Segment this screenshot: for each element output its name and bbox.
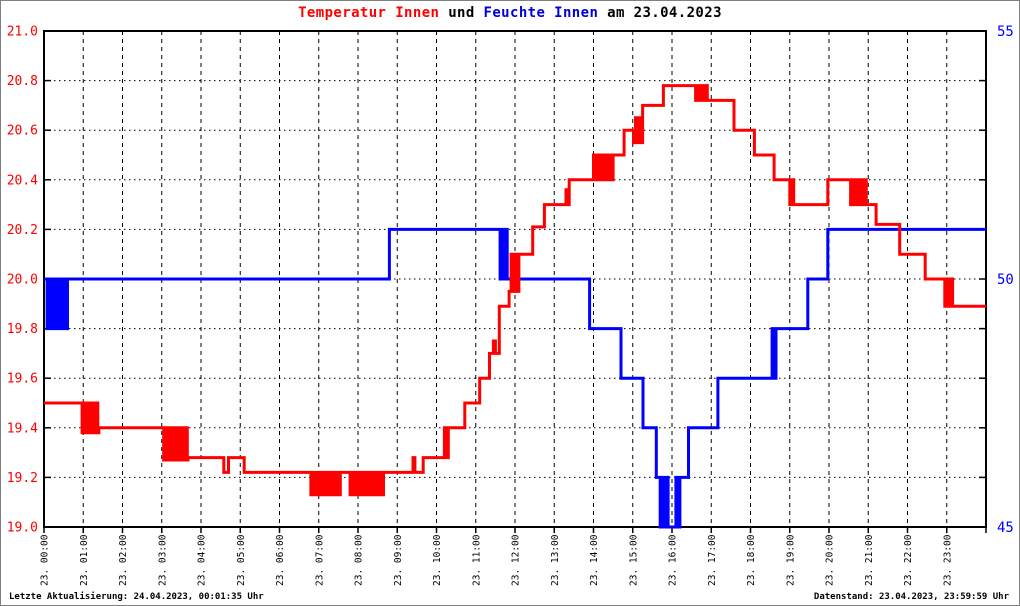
title-und: und xyxy=(439,5,484,21)
x-label: 23. 07:00 xyxy=(314,534,325,586)
y-right-label: 45 xyxy=(997,520,1014,536)
y-right-label: 50 xyxy=(997,272,1014,288)
y-left-label: 20.8 xyxy=(7,74,38,89)
y-left-label: 20.6 xyxy=(7,124,38,139)
x-label: 23. 20:00 xyxy=(825,534,836,586)
x-label: 23. 04:00 xyxy=(197,534,208,586)
y-left-label: 19.2 xyxy=(7,471,38,486)
y-left-label: 19.8 xyxy=(7,322,38,337)
data-timestamp-text: Datenstand: 23.04.2023, 23:59:59 Uhr xyxy=(813,592,1009,602)
y-left-label: 20.0 xyxy=(7,273,38,288)
x-label: 23. 01:00 xyxy=(79,534,90,586)
x-label: 23. 02:00 xyxy=(118,534,129,586)
title-humidity: Feuchte Innen xyxy=(483,5,599,21)
x-label: 23. 13:00 xyxy=(550,534,561,586)
title-temperature: Temperatur Innen xyxy=(298,5,440,21)
y-left-label: 19.4 xyxy=(7,421,38,436)
x-label: 23. 16:00 xyxy=(668,534,679,586)
x-label: 23. 05:00 xyxy=(236,534,247,586)
x-label: 23. 03:00 xyxy=(157,534,168,586)
humidity-line xyxy=(44,227,986,529)
y-left-label: 21.0 xyxy=(7,25,38,40)
y-left-label: 20.4 xyxy=(7,173,38,188)
y-left-label: 19.0 xyxy=(7,521,38,536)
x-label: 23. 14:00 xyxy=(589,534,600,586)
x-label: 23. 18:00 xyxy=(746,534,757,586)
x-label: 23. 08:00 xyxy=(354,534,365,586)
y-left-label: 19.6 xyxy=(7,372,38,387)
temperature-line xyxy=(44,84,986,497)
title-date: am 23.04.2023 xyxy=(598,5,722,21)
y-left-label: 20.2 xyxy=(7,223,38,238)
x-label: 23. 06:00 xyxy=(275,534,286,586)
x-label: 23. 23:00 xyxy=(942,534,953,586)
x-label: 23. 10:00 xyxy=(432,534,443,586)
x-label: 23. 17:00 xyxy=(707,534,718,586)
x-label: 23. 22:00 xyxy=(903,534,914,586)
x-label: 23. 19:00 xyxy=(785,534,796,586)
x-label: 23. 09:00 xyxy=(393,534,404,586)
x-label: 23. 12:00 xyxy=(511,534,522,586)
x-label: 23. 21:00 xyxy=(864,534,875,586)
last-update-text: Letzte Aktualisierung: 24.04.2023, 00:01… xyxy=(9,592,264,602)
x-label: 23. 00:00 xyxy=(40,534,51,586)
y-right-label: 55 xyxy=(997,24,1014,40)
chart-title: Temperatur Innen und Feuchte Innen am 23… xyxy=(1,5,1019,21)
x-label: 23. 15:00 xyxy=(628,534,639,586)
x-label: 23. 11:00 xyxy=(471,534,482,586)
